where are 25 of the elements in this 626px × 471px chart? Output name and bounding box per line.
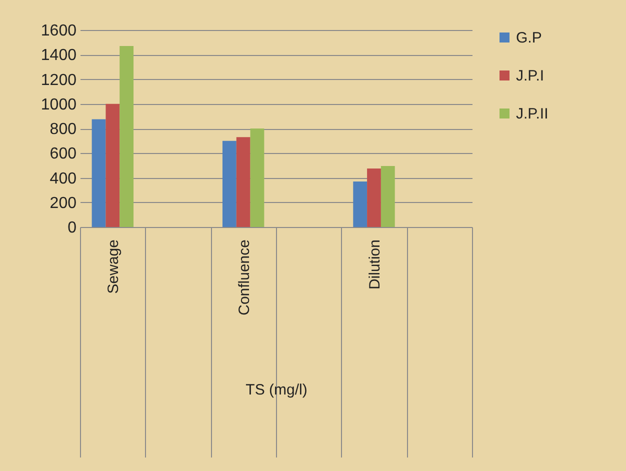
legend-label: J.P.I xyxy=(516,68,544,84)
bar xyxy=(353,181,368,227)
legend-label: G.P xyxy=(516,30,542,46)
bar xyxy=(380,166,395,227)
x-tick-label: Sewage xyxy=(105,240,122,294)
bar xyxy=(367,168,381,227)
bar xyxy=(106,104,120,227)
x-tick-label: Dilution xyxy=(366,240,384,290)
bar xyxy=(120,46,134,227)
bar xyxy=(92,119,106,227)
y-tick-label: 600 xyxy=(50,146,77,163)
x-tick-label: Confluence xyxy=(236,240,253,316)
y-tick-label: 800 xyxy=(50,121,77,138)
y-tick-label: 1200 xyxy=(40,72,77,89)
legend-label: J.P.II xyxy=(516,106,548,122)
bar xyxy=(236,137,250,227)
y-tick-label: 400 xyxy=(50,170,77,188)
y-tick-label: 1000 xyxy=(40,96,77,114)
y-tick-label: 1400 xyxy=(40,47,77,64)
bar xyxy=(222,140,236,227)
y-tick-label: 200 xyxy=(50,194,77,212)
bar xyxy=(250,128,264,227)
y-tick-label: 0 xyxy=(68,220,77,236)
x-axis-title: TS (mg/l) xyxy=(246,382,308,398)
y-tick-label: 1600 xyxy=(40,22,77,40)
